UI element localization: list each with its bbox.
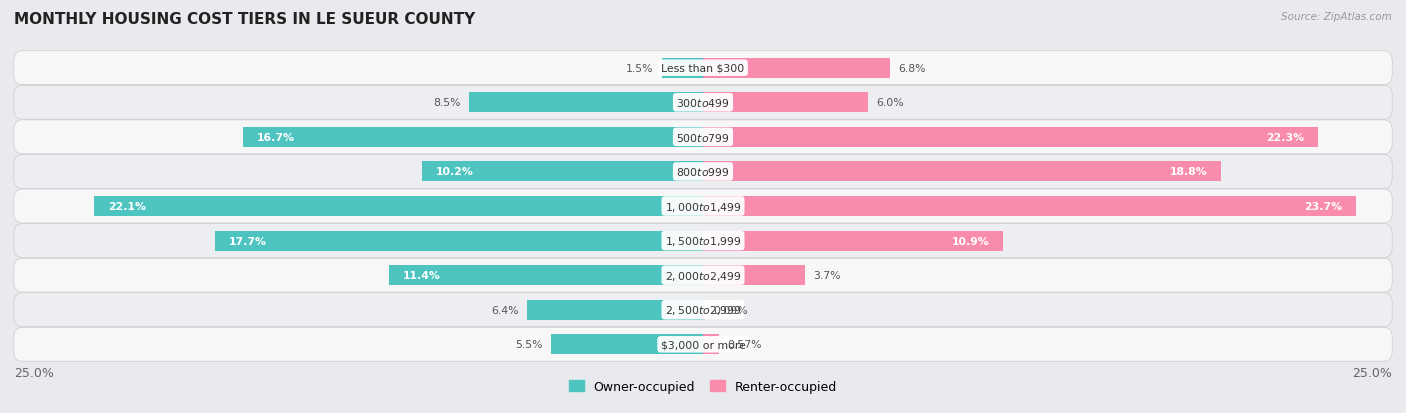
Bar (94, 197, 703, 216)
Text: $2,500 to $2,999: $2,500 to $2,999 (665, 304, 741, 316)
Text: $300 to $499: $300 to $499 (676, 97, 730, 109)
Bar (662, 59, 703, 78)
Bar (703, 231, 1004, 251)
Bar (422, 162, 703, 182)
Text: 25.0%: 25.0% (14, 366, 53, 379)
Bar (703, 93, 869, 113)
Bar (703, 300, 706, 320)
Bar (703, 128, 1317, 147)
Bar (215, 231, 703, 251)
Bar (703, 266, 806, 285)
Bar (703, 162, 1220, 182)
Legend: Owner-occupied, Renter-occupied: Owner-occupied, Renter-occupied (564, 375, 842, 398)
Bar (703, 197, 1357, 216)
Text: MONTHLY HOUSING COST TIERS IN LE SUEUR COUNTY: MONTHLY HOUSING COST TIERS IN LE SUEUR C… (14, 12, 475, 27)
Text: $500 to $799: $500 to $799 (676, 131, 730, 143)
Text: 17.7%: 17.7% (229, 236, 267, 246)
Text: 6.4%: 6.4% (491, 305, 519, 315)
Bar (527, 300, 703, 320)
FancyBboxPatch shape (14, 121, 1392, 154)
FancyBboxPatch shape (14, 293, 1392, 327)
Text: 25.0%: 25.0% (1353, 366, 1392, 379)
Text: 10.9%: 10.9% (952, 236, 990, 246)
Text: 18.8%: 18.8% (1170, 167, 1208, 177)
Text: 0.09%: 0.09% (714, 305, 748, 315)
Text: 1.5%: 1.5% (626, 64, 654, 74)
Text: 8.5%: 8.5% (433, 98, 461, 108)
Text: Source: ZipAtlas.com: Source: ZipAtlas.com (1281, 12, 1392, 22)
Text: 23.7%: 23.7% (1305, 202, 1343, 211)
Text: 22.1%: 22.1% (108, 202, 146, 211)
Bar (703, 335, 718, 354)
Text: 16.7%: 16.7% (256, 133, 295, 142)
Text: 6.0%: 6.0% (876, 98, 904, 108)
Text: 10.2%: 10.2% (436, 167, 474, 177)
Text: $1,000 to $1,499: $1,000 to $1,499 (665, 200, 741, 213)
Bar (389, 266, 703, 285)
FancyBboxPatch shape (14, 52, 1392, 85)
Text: 3.7%: 3.7% (813, 271, 841, 280)
Text: 22.3%: 22.3% (1265, 133, 1303, 142)
Text: Less than $300: Less than $300 (661, 64, 745, 74)
Text: 5.5%: 5.5% (516, 339, 543, 349)
FancyBboxPatch shape (14, 190, 1392, 223)
Text: $3,000 or more: $3,000 or more (661, 339, 745, 349)
Text: $2,000 to $2,499: $2,000 to $2,499 (665, 269, 741, 282)
Bar (703, 59, 890, 78)
FancyBboxPatch shape (14, 259, 1392, 292)
Bar (468, 93, 703, 113)
Text: $800 to $999: $800 to $999 (676, 166, 730, 178)
Bar (243, 128, 703, 147)
Bar (551, 335, 703, 354)
FancyBboxPatch shape (14, 224, 1392, 258)
Text: 0.57%: 0.57% (727, 339, 762, 349)
Text: $1,500 to $1,999: $1,500 to $1,999 (665, 235, 741, 247)
FancyBboxPatch shape (14, 155, 1392, 189)
Text: 6.8%: 6.8% (898, 64, 927, 74)
FancyBboxPatch shape (14, 328, 1392, 361)
FancyBboxPatch shape (14, 86, 1392, 120)
Text: 11.4%: 11.4% (402, 271, 440, 280)
